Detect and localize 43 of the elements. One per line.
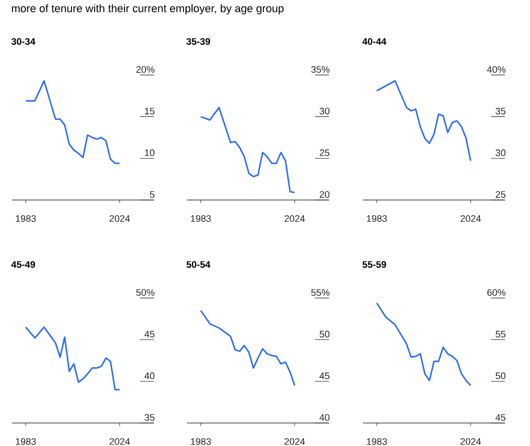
y-tick-label: 40 bbox=[144, 372, 154, 380]
y-tick-label: 40% bbox=[487, 66, 506, 73]
x-tick-label: 2024 bbox=[460, 215, 481, 222]
x-tick-label: 1983 bbox=[366, 438, 387, 445]
y-tick-label: 50 bbox=[320, 330, 330, 338]
y-tick-label: 10 bbox=[145, 149, 154, 156]
chart-title: 40-44 bbox=[362, 38, 386, 45]
x-tick-label: 1983 bbox=[16, 438, 36, 445]
y-tick-label: 25 bbox=[496, 191, 506, 198]
x-tick-label: 1983 bbox=[366, 215, 387, 222]
x-tick-label: 2024 bbox=[284, 438, 305, 445]
y-tick-label: 20 bbox=[320, 191, 330, 198]
chart-title: 30-34 bbox=[11, 38, 36, 45]
y-tick-label: 45 bbox=[320, 372, 330, 380]
x-tick-label: 2024 bbox=[460, 438, 481, 445]
y-tick-label: 15 bbox=[145, 108, 154, 115]
x-tick-label: 2024 bbox=[110, 215, 130, 222]
chart-subtitle: more of tenure with their current employer, by age group bbox=[12, 4, 284, 14]
x-tick-label: 2024 bbox=[284, 215, 305, 222]
x-tick-label: 1983 bbox=[190, 215, 211, 222]
y-tick-label: 35% bbox=[311, 66, 330, 73]
y-tick-label: 30 bbox=[320, 108, 330, 115]
chart-title: 55-59 bbox=[362, 261, 386, 268]
y-tick-label: 60% bbox=[487, 289, 506, 296]
y-tick-label: 45 bbox=[496, 414, 506, 421]
chart-title: 35-39 bbox=[186, 38, 210, 45]
y-tick-label: 50 bbox=[496, 372, 506, 380]
x-tick-label: 1983 bbox=[190, 438, 211, 445]
x-tick-label: 1983 bbox=[16, 215, 36, 222]
chart-title: 50-54 bbox=[186, 261, 210, 268]
y-tick-label: 20% bbox=[136, 66, 154, 73]
y-tick-label: 40 bbox=[320, 414, 330, 421]
y-tick-label: 45 bbox=[144, 330, 154, 338]
y-tick-label: 30 bbox=[496, 149, 506, 156]
y-tick-label: 55 bbox=[496, 330, 506, 338]
x-tick-label: 2024 bbox=[110, 438, 130, 445]
y-tick-label: 50% bbox=[136, 289, 154, 296]
y-tick-label: 55% bbox=[311, 289, 330, 296]
y-tick-label: 25 bbox=[320, 149, 330, 156]
y-tick-label: 5 bbox=[150, 191, 154, 198]
chart-title: 45-49 bbox=[11, 261, 36, 268]
y-tick-label: 35 bbox=[496, 108, 506, 115]
y-tick-label: 35 bbox=[144, 414, 154, 421]
